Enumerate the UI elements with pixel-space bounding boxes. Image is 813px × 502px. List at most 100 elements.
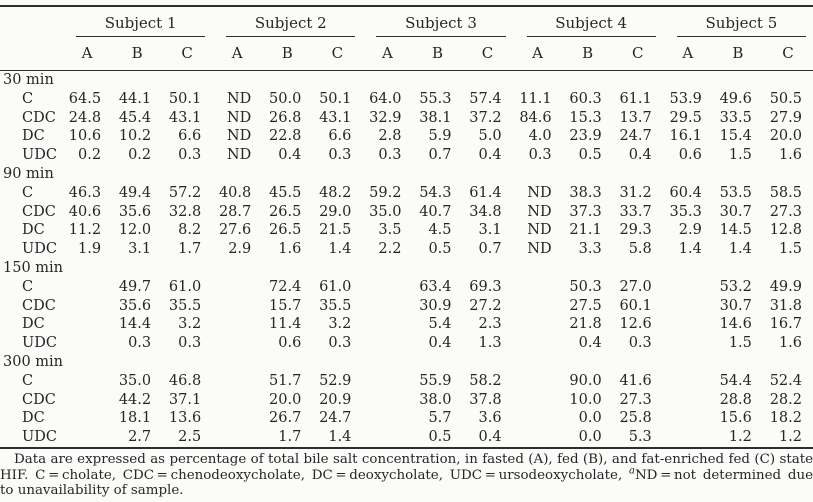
condition-header: B [562,37,613,71]
value-cell: 2.5 [178,429,202,446]
value-cell [212,297,262,316]
value-cell: 61.1 [619,90,652,107]
value-cell: 5.0 [478,128,502,145]
subject-header-label: Subject 4 [526,14,656,37]
condition-header: A [212,37,263,71]
data-row: C 35.0 46.8 51.7 52.9 55.9 58.2 90.0 41.6 54.4 52.… [0,372,813,391]
value-cell: 15.7 [269,297,302,314]
value-cell: 11.1 [519,90,552,107]
value-cell: 37.3 [569,203,602,220]
data-row: UDC 1.9 3.1 1.7 2.9 1.6 1.4 2.2 0.5 0.7 ND 3.3 5.8 1.… [0,240,813,259]
value-cell: 1.6 [778,335,802,352]
value-cell: 21.8 [569,316,602,333]
value-cell: 3.1 [478,222,502,239]
value-cell: 12.6 [619,316,652,333]
value-cell: 24.7 [319,410,352,427]
value-cell: 53.9 [669,90,702,107]
bile-salt-row-label: CDC [22,297,56,314]
value-cell [362,334,412,353]
value-cell: 2.3 [478,316,502,333]
value-cell: 35.5 [168,297,202,314]
value-cell: 0.3 [328,335,352,352]
value-cell: 57.2 [168,184,202,201]
value-cell: 0.3 [178,335,202,352]
value-cell: 45.5 [269,184,302,201]
value-cell: 0.6 [278,335,302,352]
value-cell [663,409,713,428]
value-cell: 0.5 [428,429,452,446]
value-cell: 24.8 [68,109,102,126]
value-cell: 59.2 [369,184,402,201]
value-cell: 40.6 [68,203,102,220]
value-cell: 29.0 [319,203,352,220]
value-cell: 22.8 [269,128,302,145]
value-cell: 15.3 [569,109,602,126]
subject-header-label: Subject 2 [226,14,356,37]
value-cell: 63.4 [419,278,452,295]
value-cell [362,278,412,297]
value-cell: ND [527,184,552,201]
data-row: C 46.3 49.4 57.2 40.8 45.5 48.2 59.2 54.3 61.4 ND 3… [0,184,813,203]
value-cell: 1.5 [778,241,802,258]
value-cell: 1.2 [728,429,752,446]
value-cell: 37.1 [168,391,202,408]
value-cell [513,297,563,316]
value-cell: 35.5 [319,297,352,314]
value-cell: 5.4 [428,316,452,333]
subject-header-label: Subject 5 [676,14,806,37]
bile-salt-row-label: DC [22,128,45,145]
value-cell [62,428,112,448]
value-cell: 61.0 [319,278,352,295]
value-cell: 2.2 [378,241,402,258]
value-cell: 3.2 [178,316,202,333]
value-cell: ND [226,90,252,107]
value-cell: 57.4 [469,90,502,107]
value-cell: 29.3 [619,222,652,239]
value-cell: 20.0 [769,128,802,145]
value-cell: 49.7 [118,278,152,295]
value-cell: ND [527,203,552,220]
value-cell: 28.2 [769,391,802,408]
value-cell: 24.7 [619,128,652,145]
value-cell: 4.0 [528,128,552,145]
condition-header: B [412,37,463,71]
value-cell: 0.3 [628,335,652,352]
value-cell: 43.1 [319,109,352,126]
value-cell [62,409,112,428]
value-cell: 45.4 [118,109,152,126]
value-cell: 3.3 [578,241,602,258]
bile-salt-row-label: C [22,278,34,295]
value-cell: 27.3 [619,391,652,408]
value-cell: 11.4 [269,316,302,333]
value-cell: 15.6 [719,410,752,427]
value-cell: 49.4 [118,184,152,201]
value-cell: 21.1 [569,222,602,239]
value-cell: 13.6 [168,410,202,427]
value-cell [513,428,563,448]
value-cell [212,315,262,334]
value-cell: 27.0 [619,278,652,295]
value-cell: 40.8 [218,184,252,201]
bile-salt-row-label: CDC [22,203,56,220]
value-cell: 30.7 [719,297,752,314]
value-cell [513,334,563,353]
value-cell: 8.2 [178,222,202,239]
value-cell: 54.4 [719,372,752,389]
value-cell: 0.7 [428,147,452,164]
value-cell [513,372,563,391]
condition-header: A [512,37,563,71]
value-cell [362,372,412,391]
data-row: DC 14.4 3.2 11.4 3.2 5.4 2.3 21.8 12.6 14.6 16.7 [0,315,813,334]
value-cell: 60.3 [569,90,602,107]
value-cell: 1.4 [328,241,352,258]
value-cell: 28.8 [719,391,752,408]
value-cell: 1.6 [778,147,802,164]
value-cell: 35.0 [369,203,402,220]
condition-header: B [712,37,763,71]
bile-salt-row-label: UDC [22,429,57,446]
condition-header: C [312,37,363,71]
value-cell: 52.9 [319,372,352,389]
subject-header-label: Subject 3 [376,14,506,37]
bile-salt-row-label: DC [22,222,45,239]
value-cell: 3.6 [478,410,502,427]
